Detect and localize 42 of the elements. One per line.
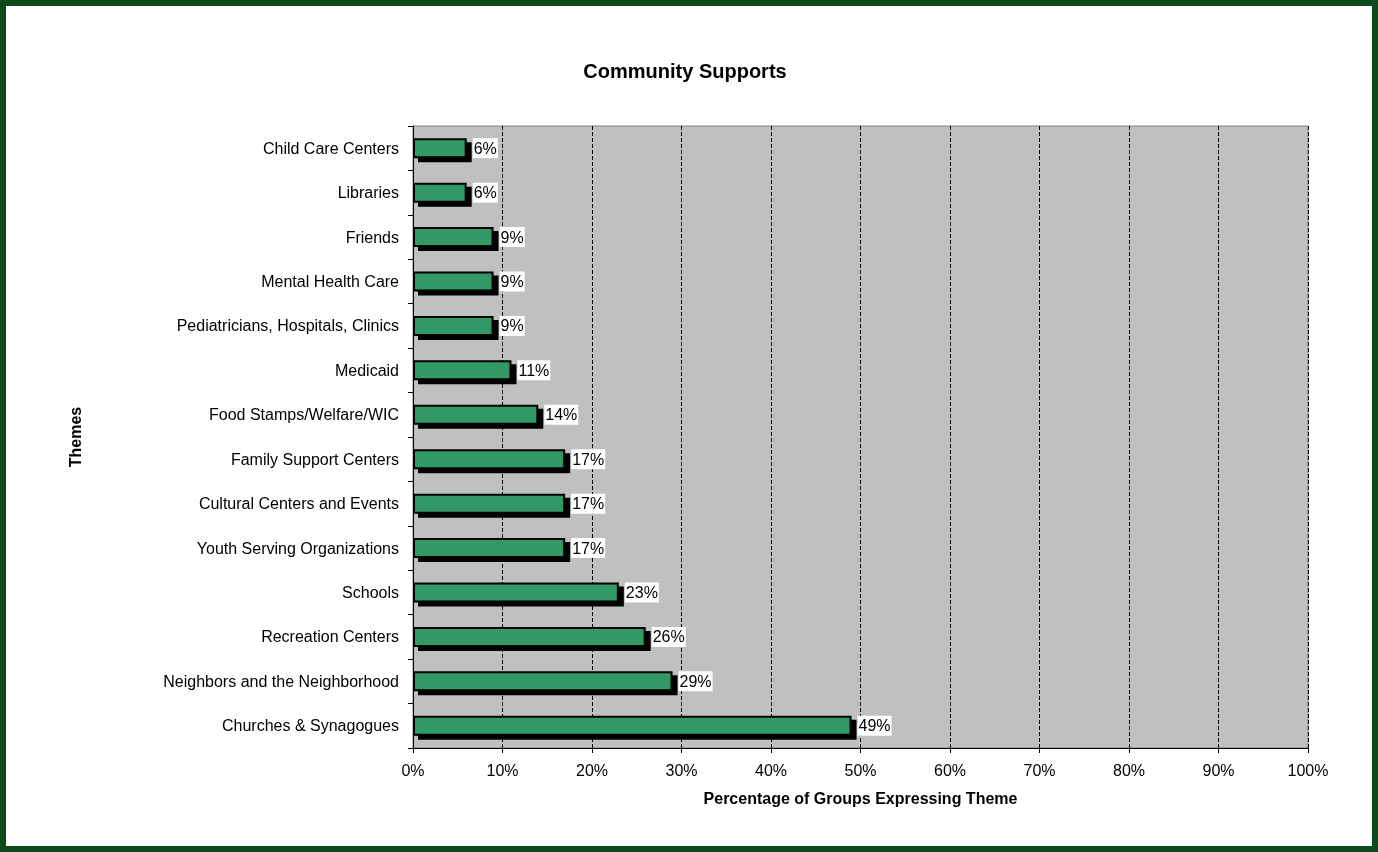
y-tick-label: Mental Health Care (261, 273, 400, 290)
y-tick-label: Medicaid (334, 361, 399, 379)
y-tick-label: Libraries (337, 184, 399, 202)
data-label: 26% (652, 628, 685, 646)
y-tick-label: Child Care Centers (262, 139, 399, 157)
x-tick-label: 60% (933, 761, 967, 779)
data-label: 17% (572, 450, 605, 468)
x-tick-label: 30% (665, 761, 698, 779)
data-label: 14% (545, 406, 578, 424)
x-tick-label: 0% (401, 761, 425, 779)
x-tick-label: 80% (1112, 761, 1146, 779)
y-tick-label: Schools (342, 584, 399, 601)
data-label: 17% (572, 495, 605, 513)
y-tick-label: Family Support Centers (230, 450, 399, 468)
x-tick-label: 40% (754, 761, 788, 779)
data-label: 6% (473, 184, 497, 202)
x-tick-label: 70% (1023, 761, 1056, 779)
chart-title: Community Supports (583, 60, 787, 82)
x-tick-label: 100% (1287, 761, 1329, 779)
y-tick-label: Youth Serving Organizations (196, 539, 399, 557)
x-axis-title: Percentage of Groups Expressing Theme (703, 789, 1018, 807)
y-tick-label: Friends (345, 228, 399, 246)
data-label: 9% (500, 273, 524, 290)
y-tick-label: Churches & Synagogues (222, 717, 399, 735)
data-label: 6% (473, 139, 497, 157)
data-label: 23% (625, 584, 658, 601)
data-label: 11% (518, 361, 550, 379)
x-tick-label: 50% (844, 761, 877, 779)
data-label: 49% (858, 717, 891, 735)
y-tick-label: Pediatricians, Hospitals, Clinics (176, 317, 399, 335)
y-axis-title: Themes (66, 406, 84, 468)
x-tick-label: 10% (486, 761, 519, 779)
y-tick-label: Neighbors and the Neighborhood (163, 672, 399, 690)
x-tick-label: 90% (1202, 761, 1235, 779)
data-label: 17% (572, 539, 605, 557)
x-tick-label: 20% (575, 761, 609, 779)
y-tick-label: Cultural Centers and Events (198, 495, 399, 513)
data-label: 9% (500, 228, 524, 246)
data-label: 29% (679, 672, 712, 690)
y-tick-label: Recreation Centers (261, 628, 399, 646)
y-tick-label: Food Stamps/Welfare/WIC (209, 406, 399, 424)
data-label: 9% (500, 317, 524, 335)
